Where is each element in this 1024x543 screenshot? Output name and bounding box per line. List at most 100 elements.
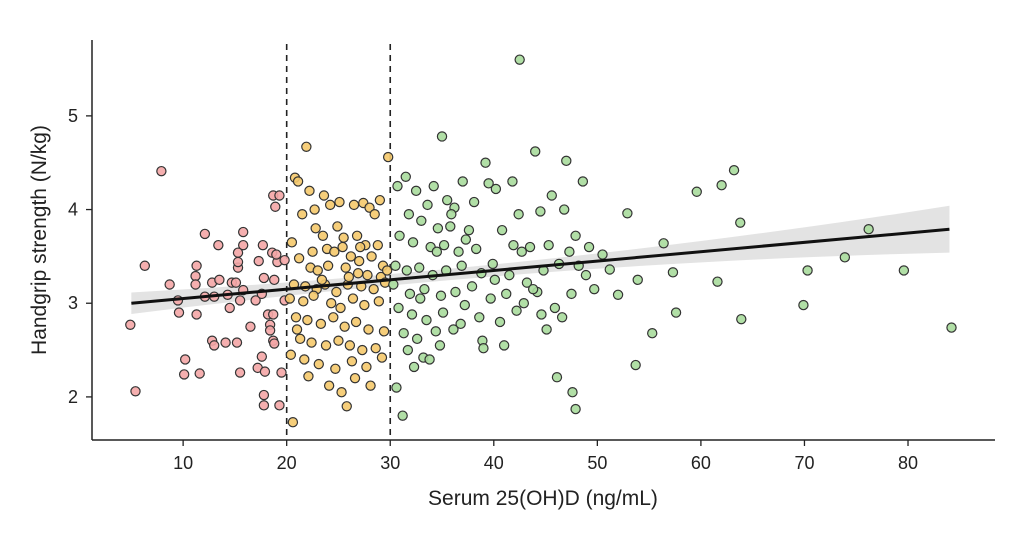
point-above_30 <box>436 131 448 142</box>
point-20_to_30 <box>357 344 368 356</box>
point-above_30 <box>431 246 443 257</box>
point-above_30 <box>567 387 578 398</box>
point-above_30 <box>670 307 682 318</box>
point-above_30 <box>556 312 568 323</box>
point-above_30 <box>494 316 506 328</box>
point-20_to_30 <box>372 239 384 251</box>
point-20_to_30 <box>320 340 332 351</box>
point-20_to_30 <box>323 380 335 391</box>
point-20_to_30 <box>334 196 345 208</box>
point-below_20 <box>199 228 211 240</box>
point-20_to_30 <box>352 268 364 279</box>
point-above_30 <box>468 196 480 208</box>
point-20_to_30 <box>306 337 317 348</box>
point-above_30 <box>394 230 405 241</box>
point-above_30 <box>410 185 422 197</box>
point-above_30 <box>535 206 546 217</box>
point-20_to_30 <box>359 299 370 311</box>
point-20_to_30 <box>349 372 361 384</box>
point-above_30 <box>441 194 453 206</box>
point-below_20 <box>245 321 256 332</box>
point-20_to_30 <box>318 190 330 201</box>
point-20_to_30 <box>285 349 297 360</box>
point-below_20 <box>237 239 249 251</box>
data-points <box>125 54 957 428</box>
point-above_30 <box>551 372 563 383</box>
point-above_30 <box>498 340 510 351</box>
point-below_20 <box>270 201 281 212</box>
point-above_30 <box>589 283 600 295</box>
point-above_30 <box>658 238 669 249</box>
point-20_to_30 <box>348 199 360 211</box>
point-below_20 <box>164 279 175 290</box>
point-20_to_30 <box>350 316 362 328</box>
point-above_30 <box>536 309 547 320</box>
point-20_to_30 <box>292 176 304 187</box>
point-above_30 <box>604 264 615 275</box>
point-above_30 <box>630 359 641 371</box>
x-tick-label: 70 <box>794 453 814 473</box>
point-20_to_30 <box>338 232 349 243</box>
point-above_30 <box>518 298 530 309</box>
point-below_20 <box>130 386 141 397</box>
point-20_to_30 <box>328 312 339 323</box>
point-above_30 <box>632 274 643 286</box>
point-below_20 <box>208 340 220 351</box>
point-above_30 <box>430 326 442 337</box>
point-above_30 <box>446 209 457 220</box>
point-below_20 <box>139 260 151 271</box>
point-20_to_30 <box>303 371 314 382</box>
point-20_to_30 <box>297 209 308 220</box>
point-20_to_30 <box>302 314 313 326</box>
point-below_20 <box>224 302 235 314</box>
point-above_30 <box>408 361 420 373</box>
point-20_to_30 <box>286 237 298 248</box>
point-20_to_30 <box>307 246 318 257</box>
point-below_20 <box>258 400 270 411</box>
point-above_30 <box>516 246 527 257</box>
point-above_30 <box>485 293 496 304</box>
point-20_to_30 <box>299 354 310 365</box>
point-below_20 <box>279 254 290 266</box>
point-above_30 <box>570 230 581 241</box>
point-above_30 <box>392 180 403 192</box>
point-above_30 <box>483 178 494 189</box>
point-above_30 <box>524 241 536 253</box>
point-below_20 <box>190 270 201 282</box>
point-20_to_30 <box>326 298 337 309</box>
regression-line <box>131 227 950 305</box>
point-below_20 <box>231 337 243 348</box>
point-below_20 <box>232 256 244 268</box>
point-above_30 <box>712 276 723 287</box>
point-above_30 <box>432 223 444 234</box>
x-tick-label: 60 <box>691 453 711 473</box>
point-20_to_30 <box>308 290 319 301</box>
point-20_to_30 <box>374 194 386 206</box>
point-above_30 <box>501 288 512 300</box>
point-above_30 <box>561 155 572 167</box>
point-above_30 <box>580 269 592 281</box>
point-above_30 <box>390 260 401 271</box>
point-below_20 <box>268 309 279 320</box>
point-above_30 <box>527 283 539 295</box>
point-20_to_30 <box>343 271 355 283</box>
point-above_30 <box>863 224 874 235</box>
point-above_30 <box>424 354 435 365</box>
point-20_to_30 <box>378 326 390 337</box>
x-tick-label: 80 <box>898 453 918 473</box>
point-above_30 <box>411 333 423 345</box>
point-above_30 <box>407 237 419 248</box>
point-20_to_30 <box>381 265 393 276</box>
point-above_30 <box>391 382 402 393</box>
point-20_to_30 <box>294 333 306 345</box>
point-above_30 <box>428 180 439 192</box>
point-below_20 <box>178 369 190 380</box>
point-20_to_30 <box>317 230 329 241</box>
point-above_30 <box>415 293 426 304</box>
point-above_30 <box>460 234 472 245</box>
point-above_30 <box>577 176 589 187</box>
point-above_30 <box>448 324 459 335</box>
point-above_30 <box>422 199 433 211</box>
point-above_30 <box>667 267 679 278</box>
